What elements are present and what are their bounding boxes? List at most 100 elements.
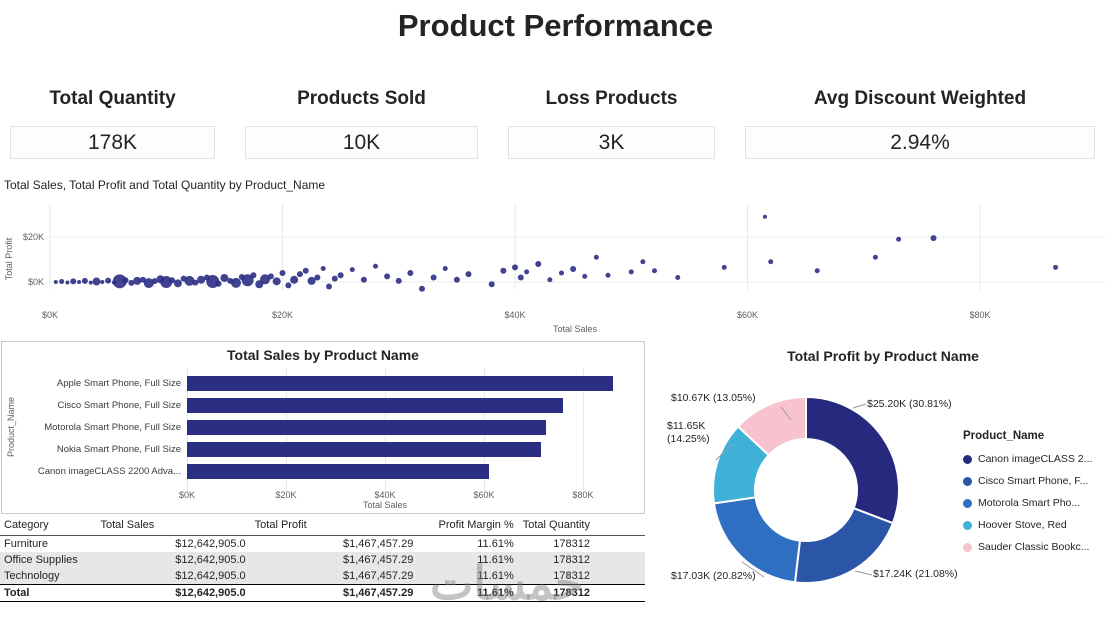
legend-item[interactable]: Cisco Smart Phone, F...	[963, 470, 1111, 492]
scatter-point[interactable]	[360, 276, 367, 283]
table-row[interactable]: Office Supplies $12,642,905.0 $1,467,457.2…	[0, 552, 645, 568]
scatter-point[interactable]	[605, 272, 611, 278]
scatter-point[interactable]	[1053, 264, 1059, 270]
scatter-point[interactable]	[559, 270, 564, 276]
donut-chart[interactable]	[660, 378, 1080, 593]
scatter-point[interactable]	[296, 271, 303, 278]
scatter-point[interactable]	[220, 273, 229, 282]
scatter-point[interactable]	[59, 279, 65, 285]
scatter-point[interactable]	[133, 276, 142, 285]
scatter-point[interactable]	[88, 280, 93, 285]
scatter-point[interactable]	[100, 280, 105, 284]
scatter-point[interactable]	[582, 273, 588, 279]
scatter-point[interactable]	[267, 273, 274, 280]
scatter-point[interactable]	[430, 274, 437, 281]
scatter-point[interactable]	[65, 280, 70, 285]
scatter-point[interactable]	[547, 277, 553, 283]
legend-item[interactable]: Hoover Stove, Red	[963, 514, 1111, 536]
scatter-point[interactable]	[92, 277, 101, 286]
table-column-header[interactable]: Category	[0, 516, 97, 536]
scatter-point[interactable]	[105, 277, 112, 284]
scatter-point[interactable]	[184, 275, 195, 286]
scatter-point[interactable]	[814, 268, 820, 274]
scatter-point[interactable]	[349, 267, 355, 273]
scatter-point[interactable]	[652, 268, 657, 274]
scatter-point[interactable]	[465, 271, 472, 278]
scatter-point[interactable]	[395, 277, 402, 284]
scatter-point[interactable]	[122, 277, 129, 284]
scatter-point[interactable]	[112, 274, 127, 289]
scatter-point[interactable]	[442, 266, 448, 271]
scatter-point[interactable]	[453, 276, 460, 283]
scatter-point[interactable]	[326, 283, 332, 290]
scatter-point[interactable]	[169, 277, 176, 284]
scatter-point[interactable]	[896, 236, 902, 242]
donut-slice[interactable]	[805, 395, 900, 525]
scatter-point[interactable]	[384, 273, 391, 280]
scatter-point[interactable]	[290, 275, 299, 284]
table-cell: $1,467,457.29	[342, 538, 414, 550]
scatter-point[interactable]	[302, 267, 309, 274]
scatter-point[interactable]	[314, 274, 321, 281]
scatter-point[interactable]	[307, 276, 316, 285]
scatter-point[interactable]	[192, 279, 199, 286]
table-row[interactable]: Technology $12,642,905.0 $1,467,457.29 11.6…	[0, 568, 645, 585]
scatter-point[interactable]	[768, 259, 774, 265]
legend-item[interactable]: Motorola Smart Pho...	[963, 492, 1111, 514]
scatter-point[interactable]	[250, 272, 257, 279]
scatter-point[interactable]	[628, 269, 634, 275]
donut-slice[interactable]	[736, 395, 807, 457]
scatter-point[interactable]	[231, 277, 241, 288]
scatter-point[interactable]	[593, 254, 599, 260]
scatter-point[interactable]	[77, 280, 82, 284]
scatter-point[interactable]	[570, 265, 577, 272]
scatter-point[interactable]	[675, 275, 681, 280]
scatter-point[interactable]	[488, 281, 495, 288]
scatter-point[interactable]	[285, 282, 292, 289]
scatter-point[interactable]	[512, 264, 518, 271]
scatter-point[interactable]	[331, 275, 338, 282]
scatter-point[interactable]	[524, 269, 530, 275]
scatter-point[interactable]	[419, 285, 425, 292]
scatter-point[interactable]	[320, 266, 326, 271]
legend-item[interactable]: Sauder Classic Bookc...	[963, 536, 1111, 558]
table-column-header[interactable]: Total Quantity	[518, 516, 645, 536]
scatter-point[interactable]	[872, 254, 878, 260]
scatter-point[interactable]	[762, 214, 767, 219]
legend-item[interactable]: Canon imageCLASS 2...	[963, 448, 1111, 470]
scatter-point[interactable]	[215, 280, 222, 287]
scatter-point[interactable]	[930, 235, 937, 242]
bar[interactable]	[187, 397, 564, 413]
scatter-point[interactable]	[640, 259, 646, 265]
table-column-header[interactable]: Total Sales	[96, 516, 251, 536]
scatter-point[interactable]	[143, 278, 154, 289]
scatter-point[interactable]	[272, 277, 281, 286]
scatter-point[interactable]	[241, 274, 254, 287]
table-row[interactable]: Furniture $12,642,905.0 $1,467,457.29 11.61…	[0, 536, 645, 553]
scatter-point[interactable]	[53, 280, 58, 284]
scatter-point[interactable]	[373, 263, 378, 269]
scatter-point[interactable]	[279, 270, 286, 276]
scatter-point[interactable]	[260, 274, 271, 285]
scatter-chart[interactable]: $0K $20K $40K $60K $80K $0K $20K Total Sales Tot…	[0, 194, 1111, 336]
scatter-point[interactable]	[173, 279, 182, 288]
scatter-point[interactable]	[151, 278, 158, 285]
table-cell: $1,467,457.29	[342, 554, 414, 566]
scatter-point[interactable]	[70, 278, 77, 285]
scatter-point[interactable]	[337, 272, 344, 279]
scatter-point[interactable]	[197, 275, 206, 284]
scatter-point[interactable]	[407, 270, 414, 276]
bar[interactable]	[187, 463, 489, 479]
bar[interactable]	[187, 441, 541, 457]
table-column-header[interactable]: Total Profit	[250, 516, 419, 536]
scatter-point[interactable]	[517, 274, 524, 281]
scatter-point[interactable]	[535, 261, 542, 267]
bar[interactable]	[187, 419, 546, 435]
scatter-point[interactable]	[128, 279, 135, 286]
scatter-point[interactable]	[160, 276, 173, 288]
table-column-header[interactable]: Profit Margin %	[418, 516, 519, 536]
scatter-point[interactable]	[500, 267, 507, 274]
scatter-point[interactable]	[721, 264, 727, 270]
scatter-point[interactable]	[81, 277, 88, 284]
bar[interactable]	[187, 375, 613, 391]
